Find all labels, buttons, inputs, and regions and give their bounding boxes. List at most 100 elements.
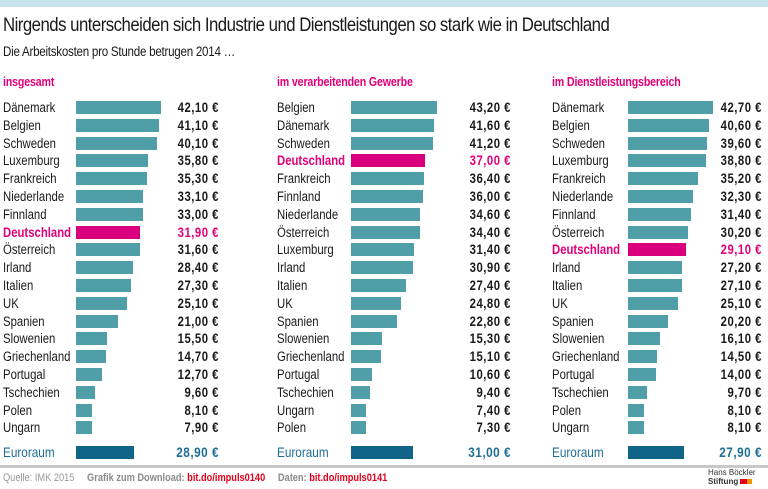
bar-row: Schweden 39,60 € — [552, 135, 768, 152]
bar — [76, 154, 149, 168]
euroraum-bar — [76, 446, 135, 459]
category-label: UK — [3, 295, 19, 311]
euroraum-row: Euroraum 27,90 € — [552, 444, 768, 461]
bar — [351, 385, 370, 399]
category-label: UK — [552, 295, 568, 311]
bar-row: Slowenien 16,10 € — [552, 330, 768, 347]
value-label: 9,60 € — [184, 384, 219, 400]
bar-row: Dänemark 42,10 € — [3, 99, 243, 116]
logo-line2: Stiftung — [708, 477, 739, 486]
bar-row: Irland 27,20 € — [552, 259, 768, 276]
euroraum-row: Euroraum 28,90 € — [3, 444, 243, 461]
euroraum-row: Euroraum 31,00 € — [277, 444, 517, 461]
bar — [628, 154, 706, 168]
download-link[interactable]: bit.do/impuls0140 — [187, 472, 266, 484]
category-label: Österreich — [277, 224, 330, 240]
data-link[interactable]: bit.do/impuls0141 — [309, 472, 388, 484]
category-label: Österreich — [552, 224, 605, 240]
bar — [76, 385, 96, 399]
bar-row: Belgien 41,10 € — [3, 117, 243, 134]
bar-row: Deutschland 37,00 € — [277, 152, 517, 169]
value-label: 21,00 € — [177, 313, 219, 329]
category-label: Niederlande — [277, 206, 339, 222]
bar-row: Österreich 34,40 € — [277, 224, 517, 241]
bar — [351, 207, 421, 221]
bar-row: Luxemburg 38,80 € — [552, 152, 768, 169]
bar-row: Italien 27,40 € — [277, 277, 517, 294]
bar-row: Italien 27,30 € — [3, 277, 243, 294]
category-label: Slowenien — [277, 331, 330, 347]
bar — [351, 243, 414, 257]
bar-row: Finnland 36,00 € — [277, 188, 517, 205]
bar-row: Italien 27,10 € — [552, 277, 768, 294]
chart-subtitle: Die Arbeitskosten pro Stunde betrugen 20… — [3, 44, 235, 59]
category-label: Niederlande — [3, 189, 65, 204]
value-label: 9,70 € — [727, 384, 762, 400]
bar-row: Ungarn 7,90 € — [3, 419, 243, 436]
bar-row: Portugal 12,70 € — [3, 366, 243, 383]
category-label: Deutschland — [277, 153, 346, 169]
bar-row: Niederlande 33,10 € — [3, 188, 243, 205]
bar — [628, 118, 710, 132]
bar — [628, 332, 661, 346]
value-label: 31,40 € — [720, 206, 762, 222]
value-label: 35,20 € — [720, 171, 762, 187]
bar-row: Polen 8,10 € — [552, 402, 768, 419]
category-label: Dänemark — [3, 100, 56, 115]
bar — [628, 225, 689, 239]
value-label: 41,10 € — [177, 117, 219, 133]
category-label: Belgien — [552, 117, 590, 133]
bar — [76, 118, 160, 132]
category-label: Griechenland — [552, 349, 620, 365]
bar — [628, 385, 648, 399]
panel-services: im Dienstleistungsbereich Dänemark 42,70 … — [552, 74, 768, 464]
bar — [351, 172, 424, 186]
value-label: 41,60 € — [469, 117, 511, 133]
category-label: Spanien — [3, 313, 45, 329]
category-label: Irland — [552, 260, 581, 276]
bar — [628, 350, 657, 364]
bar — [351, 350, 382, 364]
bar-row: UK 25,10 € — [3, 295, 243, 312]
bar — [76, 314, 119, 328]
category-label: Spanien — [552, 313, 594, 329]
bar — [351, 136, 434, 150]
bar-row: Luxemburg 35,80 € — [3, 152, 243, 169]
highlight-bar — [76, 225, 141, 239]
value-label: 7,90 € — [184, 420, 219, 436]
bar-row: UK 24,80 € — [277, 295, 517, 312]
bar — [351, 314, 397, 328]
category-label: Frankreich — [3, 171, 57, 187]
value-label: 28,90 € — [176, 444, 219, 460]
bar-row: Ungarn 8,10 € — [552, 419, 768, 436]
category-label: Slowenien — [3, 331, 56, 347]
panel-manufacturing: im verarbeitenden Gewerbe Belgien 43,20 €… — [277, 74, 532, 464]
top-accent-bar — [0, 0, 768, 7]
category-label: Ungarn — [3, 420, 41, 436]
bar-row: Spanien 20,20 € — [552, 313, 768, 330]
value-label: 35,30 € — [177, 171, 219, 187]
bar-row: Spanien 21,00 € — [3, 313, 243, 330]
value-label: 22,80 € — [469, 313, 511, 329]
bar-row: Finnland 33,00 € — [3, 206, 243, 223]
bar — [76, 350, 106, 364]
panel-title: im Dienstleistungsbereich — [552, 74, 681, 89]
value-label: 38,80 € — [720, 153, 762, 169]
category-label: Portugal — [3, 367, 46, 382]
bar-row: Polen 7,30 € — [277, 419, 517, 436]
bar-row: Portugal 10,60 € — [277, 366, 517, 383]
category-label: Frankreich — [277, 171, 331, 187]
value-label: 41,20 € — [469, 135, 511, 151]
value-label: 8,10 € — [727, 402, 762, 418]
category-label: Euroraum — [552, 444, 604, 460]
value-label: 27,90 € — [719, 444, 762, 460]
bar-row: Slowenien 15,50 € — [3, 330, 243, 347]
bar-row: Irland 30,90 € — [277, 259, 517, 276]
bar-row: Dänemark 41,60 € — [277, 117, 517, 134]
highlight-bar — [628, 243, 687, 257]
bar-row: Österreich 30,20 € — [552, 224, 768, 241]
category-label: Tschechien — [552, 384, 609, 400]
category-label: Belgien — [277, 100, 315, 115]
category-label: Portugal — [552, 367, 595, 382]
bar — [76, 207, 143, 221]
